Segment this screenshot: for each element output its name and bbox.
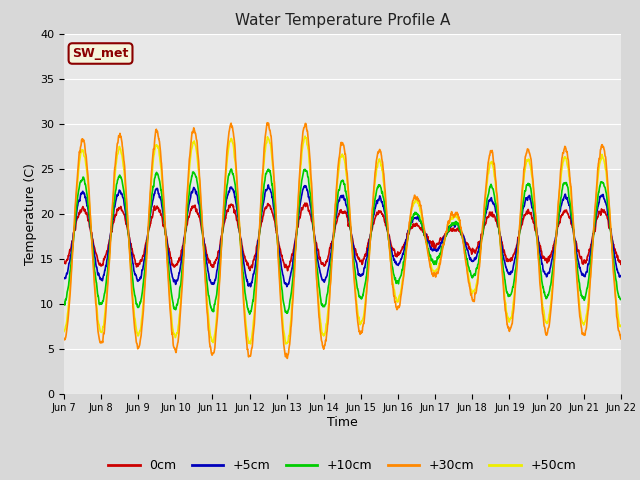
- +10cm: [568, 216, 576, 221]
- +10cm: [371, 196, 379, 202]
- +5cm: [371, 205, 379, 211]
- +5cm: [246, 284, 254, 289]
- 0cm: [60, 258, 68, 264]
- +10cm: [617, 297, 625, 302]
- 0cm: [284, 268, 291, 274]
- +30cm: [284, 356, 291, 361]
- +5cm: [216, 254, 223, 260]
- +10cm: [227, 166, 235, 172]
- +50cm: [371, 180, 379, 185]
- +30cm: [216, 283, 223, 289]
- +30cm: [505, 324, 513, 330]
- Line: 0cm: 0cm: [64, 203, 621, 271]
- Line: +5cm: +5cm: [64, 185, 621, 287]
- Line: +50cm: +50cm: [64, 136, 621, 344]
- +5cm: [359, 271, 367, 277]
- Line: +30cm: +30cm: [64, 123, 621, 359]
- +5cm: [568, 220, 576, 226]
- +50cm: [282, 341, 290, 347]
- X-axis label: Time: Time: [327, 416, 358, 429]
- +50cm: [505, 317, 513, 323]
- Title: Water Temperature Profile A: Water Temperature Profile A: [235, 13, 450, 28]
- +30cm: [584, 313, 591, 319]
- +10cm: [60, 300, 68, 305]
- 0cm: [359, 258, 367, 264]
- +50cm: [584, 305, 591, 311]
- +50cm: [617, 324, 625, 329]
- +10cm: [359, 292, 367, 298]
- Y-axis label: Temperature (C): Temperature (C): [24, 163, 37, 264]
- +50cm: [359, 316, 367, 322]
- +30cm: [60, 337, 68, 343]
- 0cm: [617, 262, 625, 267]
- +10cm: [584, 285, 591, 290]
- +50cm: [568, 207, 576, 213]
- 0cm: [568, 223, 576, 228]
- +10cm: [216, 266, 223, 272]
- +5cm: [584, 264, 591, 270]
- +10cm: [246, 312, 253, 317]
- 0cm: [301, 200, 308, 206]
- +50cm: [60, 329, 68, 335]
- Line: +10cm: +10cm: [64, 169, 621, 314]
- +5cm: [60, 275, 68, 281]
- Text: SW_met: SW_met: [72, 47, 129, 60]
- +30cm: [371, 170, 379, 176]
- +10cm: [505, 293, 513, 299]
- +50cm: [216, 280, 223, 286]
- 0cm: [584, 253, 591, 259]
- +50cm: [301, 133, 309, 139]
- +30cm: [359, 324, 367, 329]
- 0cm: [505, 257, 513, 263]
- +30cm: [617, 336, 625, 342]
- 0cm: [371, 216, 379, 221]
- Legend: 0cm, +5cm, +10cm, +30cm, +50cm: 0cm, +5cm, +10cm, +30cm, +50cm: [103, 455, 582, 477]
- 0cm: [216, 250, 223, 255]
- +30cm: [264, 120, 271, 126]
- +30cm: [568, 203, 576, 208]
- +5cm: [617, 273, 625, 278]
- +5cm: [505, 270, 513, 276]
- +5cm: [264, 182, 272, 188]
